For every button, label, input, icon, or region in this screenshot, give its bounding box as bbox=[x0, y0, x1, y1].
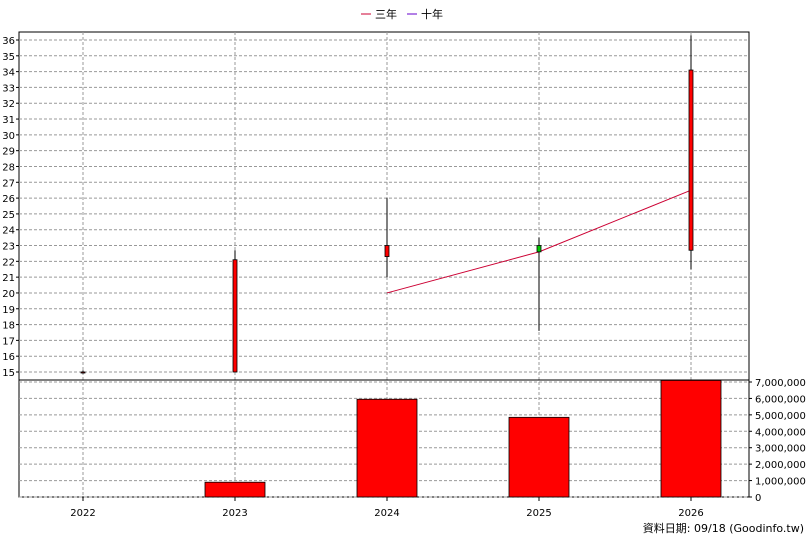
price-tick-label: 34 bbox=[2, 68, 15, 79]
price-tick-label: 35 bbox=[2, 52, 15, 63]
price-tick-label: 31 bbox=[2, 115, 15, 126]
x-tick-label-2023: 2023 bbox=[222, 508, 247, 519]
price-tick-label: 29 bbox=[2, 147, 15, 158]
volume-tick-label: 5,000,000 bbox=[755, 411, 806, 422]
data-date-footer: 資料日期: 09/18 (Goodinfo.tw) bbox=[643, 521, 804, 535]
price-tick-label: 22 bbox=[2, 257, 15, 268]
legend-label-1: 十年 bbox=[421, 7, 443, 21]
price-tick-label: 33 bbox=[2, 83, 15, 94]
volume-bar-2025 bbox=[508, 416, 570, 498]
volume-tick-label: 7,000,000 bbox=[755, 378, 806, 389]
x-tick-label-2024: 2024 bbox=[374, 508, 399, 519]
candle-body-2026 bbox=[688, 69, 694, 251]
candle-body-2023 bbox=[232, 259, 238, 373]
x-tick-label-2025: 2025 bbox=[526, 508, 551, 519]
volume-tick-label: 4,000,000 bbox=[755, 427, 806, 438]
price-panel: 15 16 17 18 19 20 21 22 23 24 25 26 27 28 29 30 31 32 33 34… bbox=[2, 31, 750, 498]
volume-bar-2024 bbox=[356, 398, 418, 498]
price-tick-label: 27 bbox=[2, 178, 15, 189]
price-tick-label: 36 bbox=[2, 36, 15, 47]
price-tick-label: 19 bbox=[2, 305, 15, 316]
volume-panel: 0 1,000,000 2,000,000 3,000,000 4,000,000 5,0… bbox=[19, 378, 806, 504]
x-axis: 2022 2023 2024 2025 2026 bbox=[70, 497, 704, 519]
volume-tick-label: 0 bbox=[755, 493, 761, 504]
candle-body-2022 bbox=[80, 371, 86, 374]
price-tick-label: 26 bbox=[2, 194, 15, 205]
price-tick-label: 28 bbox=[2, 162, 15, 173]
candle-body-2024 bbox=[384, 245, 390, 257]
volume-tick-label: 1,000,000 bbox=[755, 477, 806, 488]
price-tick-label: 15 bbox=[2, 368, 15, 379]
price-tick-label: 25 bbox=[2, 210, 15, 221]
volume-tick-label: 6,000,000 bbox=[755, 394, 806, 405]
x-tick-label-2022: 2022 bbox=[70, 508, 95, 519]
chart-legend: 三年 十年 bbox=[361, 7, 443, 21]
price-tick-label: 20 bbox=[2, 289, 15, 300]
price-tick-label: 30 bbox=[2, 131, 15, 142]
price-tick-label: 21 bbox=[2, 273, 15, 284]
x-tick-label-2026: 2026 bbox=[678, 508, 703, 519]
price-tick-label: 32 bbox=[2, 99, 15, 110]
volume-bar-2026 bbox=[660, 379, 722, 498]
price-tick-label: 24 bbox=[2, 226, 15, 237]
volume-tick-label: 2,000,000 bbox=[755, 460, 806, 471]
volume-tick-label: 3,000,000 bbox=[755, 444, 806, 455]
volume-bar-2023 bbox=[204, 481, 266, 498]
price-tick-label: 23 bbox=[2, 242, 15, 253]
price-tick-label: 16 bbox=[2, 352, 15, 363]
price-tick-label: 17 bbox=[2, 336, 15, 347]
candle-body-2025 bbox=[536, 245, 542, 253]
legend-label-0: 三年 bbox=[375, 7, 397, 21]
price-tick-label: 18 bbox=[2, 321, 15, 332]
